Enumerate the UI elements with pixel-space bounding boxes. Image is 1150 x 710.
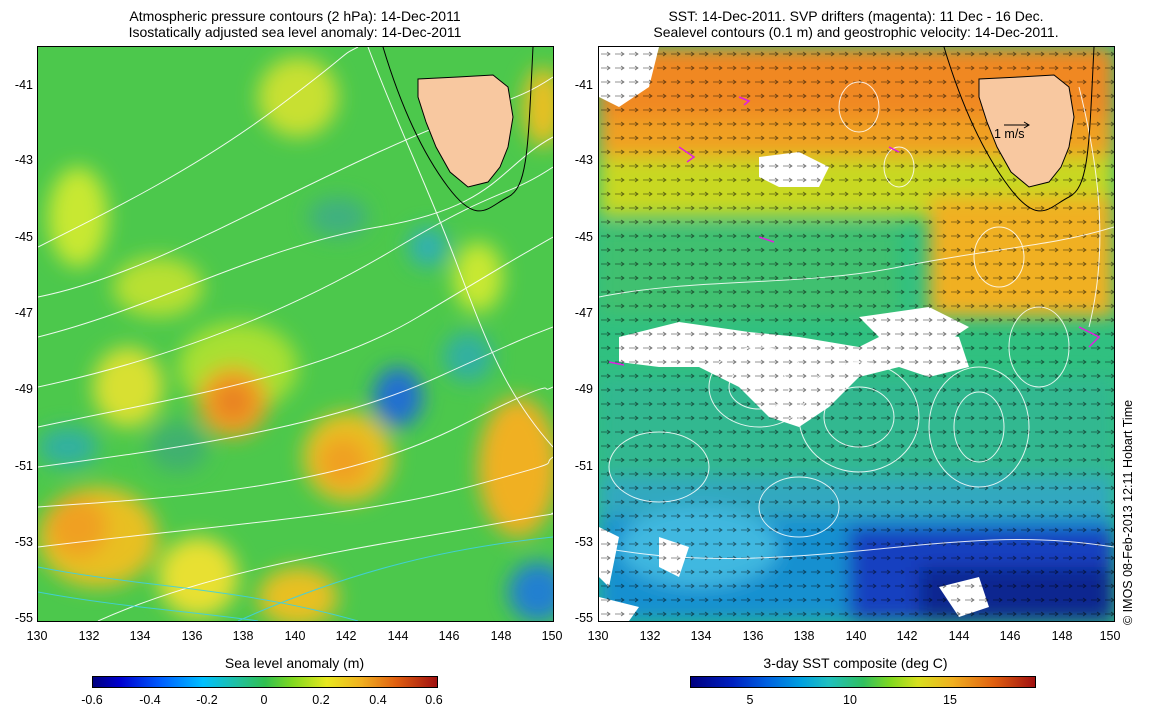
right-y-tick: -41: [574, 78, 593, 92]
left-x-tick: 146: [438, 629, 460, 643]
left-x-tick: 136: [181, 629, 203, 643]
right-y-tick: -51: [574, 459, 593, 473]
right-colorbar-tick: 15: [943, 693, 957, 707]
left-colorbar-tick: -0.6: [81, 693, 103, 707]
left-x-tick: 142: [335, 629, 357, 643]
left-y-tick: -53: [14, 535, 33, 549]
left-title-line2: Isostatically adjusted sea level anomaly…: [128, 24, 462, 40]
right-y-tick: -55: [574, 611, 593, 625]
right-title-line2: Sealevel contours (0.1 m) and geostrophi…: [653, 24, 1059, 40]
right-x-tick: 134: [690, 629, 712, 643]
right-colorbar-tick: 5: [746, 693, 754, 707]
right-x-tick: 132: [639, 629, 661, 643]
left-panel-title: Atmospheric pressure contours (2 hPa): 1…: [37, 8, 553, 40]
left-x-tick: 148: [490, 629, 512, 643]
left-x-tick: 134: [129, 629, 151, 643]
right-x-tick: 144: [948, 629, 970, 643]
right-y-tick: -45: [574, 230, 593, 244]
left-y-tick: -43: [14, 153, 33, 167]
right-x-tick: 130: [587, 629, 609, 643]
left-title-line1: Atmospheric pressure contours (2 hPa): 1…: [129, 8, 461, 24]
left-x-tick: 150: [541, 629, 563, 643]
left-y-tick: -51: [14, 459, 33, 473]
right-colorbar-title: 3-day SST composite (deg C): [763, 655, 948, 671]
left-y-tick: -47: [14, 306, 33, 320]
left-colorbar-tick: 0.6: [425, 693, 443, 707]
right-x-tick: 148: [1051, 629, 1073, 643]
sst-colorbar: [690, 676, 1036, 688]
right-x-tick: 146: [999, 629, 1021, 643]
right-x-tick: 142: [896, 629, 918, 643]
right-colorbar-tick: 10: [843, 693, 857, 707]
left-x-tick: 138: [232, 629, 254, 643]
right-y-tick: -43: [574, 153, 593, 167]
left-colorbar-tick: 0.4: [369, 693, 387, 707]
left-x-tick: 132: [78, 629, 100, 643]
left-colorbar-tick: 0.2: [312, 693, 330, 707]
left-x-tick: 130: [26, 629, 48, 643]
right-panel-title: SST: 14-Dec-2011. SVP drifters (magenta)…: [598, 8, 1114, 40]
right-x-tick: 138: [793, 629, 815, 643]
right-y-tick: -53: [574, 535, 593, 549]
left-colorbar-tick: -0.4: [139, 693, 161, 707]
right-y-tick: -47: [574, 306, 593, 320]
sea-level-colorbar: [92, 676, 438, 688]
velocity-scale-label: 1 m/s: [994, 127, 1025, 141]
right-y-tick: -49: [574, 382, 593, 396]
left-colorbar-title: Sea level anomaly (m): [224, 655, 365, 671]
right-x-tick: 136: [742, 629, 764, 643]
left-y-tick: -49: [14, 382, 33, 396]
left-y-tick: -55: [14, 611, 33, 625]
left-x-tick: 140: [284, 629, 306, 643]
sea-level-anomaly-map: [37, 46, 554, 622]
right-title-line1: SST: 14-Dec-2011. SVP drifters (magenta)…: [668, 8, 1044, 24]
right-x-tick: 150: [1099, 629, 1121, 643]
left-colorbar-tick: -0.2: [196, 693, 218, 707]
left-y-tick: -45: [14, 230, 33, 244]
left-y-tick: -41: [14, 78, 33, 92]
imos-credit: © IMOS 08-Feb-2013 12:11 Hobart Time: [1121, 399, 1135, 625]
left-x-tick: 144: [387, 629, 409, 643]
sst-map: 1 m/s: [598, 46, 1115, 622]
left-colorbar-tick: 0: [260, 693, 268, 707]
right-x-tick: 140: [845, 629, 867, 643]
